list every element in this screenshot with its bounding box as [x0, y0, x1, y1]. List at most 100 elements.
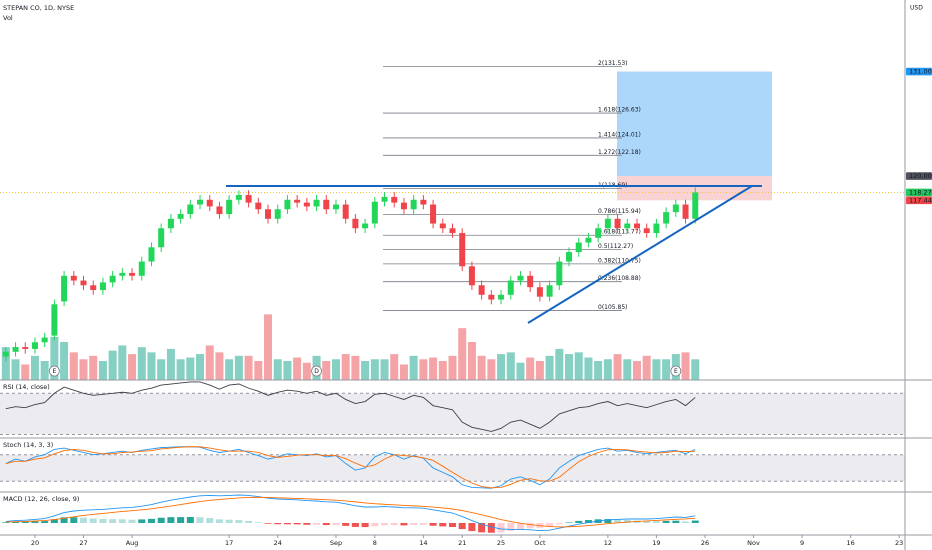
candle-body	[313, 199, 320, 207]
volume-bar	[390, 354, 399, 380]
volume-bar	[623, 359, 632, 380]
price-label: 131.00	[909, 68, 932, 76]
candle-body	[536, 287, 543, 297]
candle-body	[197, 199, 204, 205]
candle-body	[595, 228, 602, 238]
volume-bar	[98, 361, 107, 380]
candle-body	[459, 233, 466, 267]
x-tick-label: 23	[895, 539, 903, 547]
x-tick-label: 20	[31, 539, 39, 547]
histogram-bar	[691, 520, 699, 523]
histogram-bar	[264, 523, 272, 524]
volume-bar	[128, 354, 137, 380]
histogram-bar	[400, 523, 408, 526]
histogram-bar	[390, 523, 398, 526]
histogram-bar	[682, 521, 690, 523]
histogram-bar	[584, 520, 592, 523]
indicator-line	[5, 446, 696, 489]
volume-bar	[429, 357, 438, 380]
histogram-bar	[575, 520, 583, 523]
volume-bar	[662, 359, 671, 380]
candle-body	[478, 285, 485, 295]
volume-bar	[137, 347, 146, 380]
candle-body	[2, 351, 9, 357]
histogram-bar	[118, 519, 126, 523]
volume-bar	[467, 342, 476, 380]
candle-body	[672, 204, 679, 213]
candle-body	[527, 275, 534, 288]
candle-body	[624, 223, 631, 229]
candle-body	[119, 272, 126, 276]
histogram-bar	[177, 517, 185, 523]
histogram-bar	[526, 523, 534, 529]
price-label: 117.44	[909, 196, 932, 204]
candle-body	[177, 214, 184, 219]
volume-bar	[477, 355, 486, 380]
histogram-bar	[342, 523, 350, 526]
candle-body	[410, 199, 417, 210]
histogram-bar	[128, 519, 136, 523]
volume-bar	[497, 354, 506, 380]
volume-bar	[166, 348, 175, 380]
event-label: D	[314, 368, 319, 375]
histogram-bar	[225, 519, 233, 523]
histogram-bar	[274, 523, 282, 525]
volume-bar	[331, 359, 340, 380]
volume-bar	[225, 359, 234, 380]
candle-body	[692, 192, 699, 219]
candle-body	[430, 204, 437, 224]
candle-body	[449, 228, 456, 234]
histogram-bar	[361, 523, 369, 528]
candle-body	[51, 304, 58, 336]
histogram-bar	[254, 522, 262, 523]
volume-bar	[60, 342, 69, 380]
histogram-bar	[351, 523, 359, 527]
histogram-bar	[60, 517, 68, 523]
histogram-bar	[215, 519, 223, 523]
candle-body	[245, 195, 252, 203]
histogram-bar	[206, 518, 214, 523]
histogram-bar	[313, 523, 321, 525]
candle-body	[274, 209, 281, 219]
volume-bar	[30, 355, 39, 380]
candle-body	[575, 242, 582, 253]
volume-bar	[409, 355, 418, 380]
histogram-bar	[80, 517, 88, 523]
volume-bar	[438, 361, 447, 380]
x-tick-label: 12	[604, 539, 612, 547]
volume-bar	[652, 359, 661, 380]
volume-bar	[40, 361, 49, 380]
candle-body	[70, 275, 77, 281]
candle-body	[420, 199, 427, 205]
histogram-bar	[614, 519, 622, 523]
histogram-bar	[507, 523, 515, 531]
indicator-line	[5, 446, 696, 489]
histogram-bar	[429, 523, 437, 526]
histogram-bar	[31, 521, 39, 523]
histogram-bar	[643, 521, 651, 523]
candle-body	[362, 223, 369, 229]
volume-bar	[186, 357, 195, 380]
volume-bar	[234, 355, 243, 380]
histogram-bar	[303, 523, 311, 525]
candle-body	[303, 202, 310, 207]
candle-body	[614, 218, 621, 229]
volume-bar	[399, 364, 408, 380]
candle-body	[148, 247, 155, 262]
indicator-line	[5, 381, 696, 432]
support-trend-line	[527, 185, 753, 324]
histogram-bar	[50, 519, 58, 523]
histogram-bar	[138, 519, 146, 523]
volume-bar	[108, 350, 117, 380]
candle-body	[22, 347, 29, 349]
fib-level-label: 1.272(122.18)	[598, 149, 641, 156]
volume-bar	[302, 362, 311, 380]
histogram-bar	[109, 519, 117, 523]
volume-bar	[196, 354, 205, 380]
volume-bar	[322, 361, 331, 380]
volume-bar	[264, 314, 273, 380]
volume-bar	[642, 355, 651, 380]
volume-bar	[21, 364, 30, 380]
